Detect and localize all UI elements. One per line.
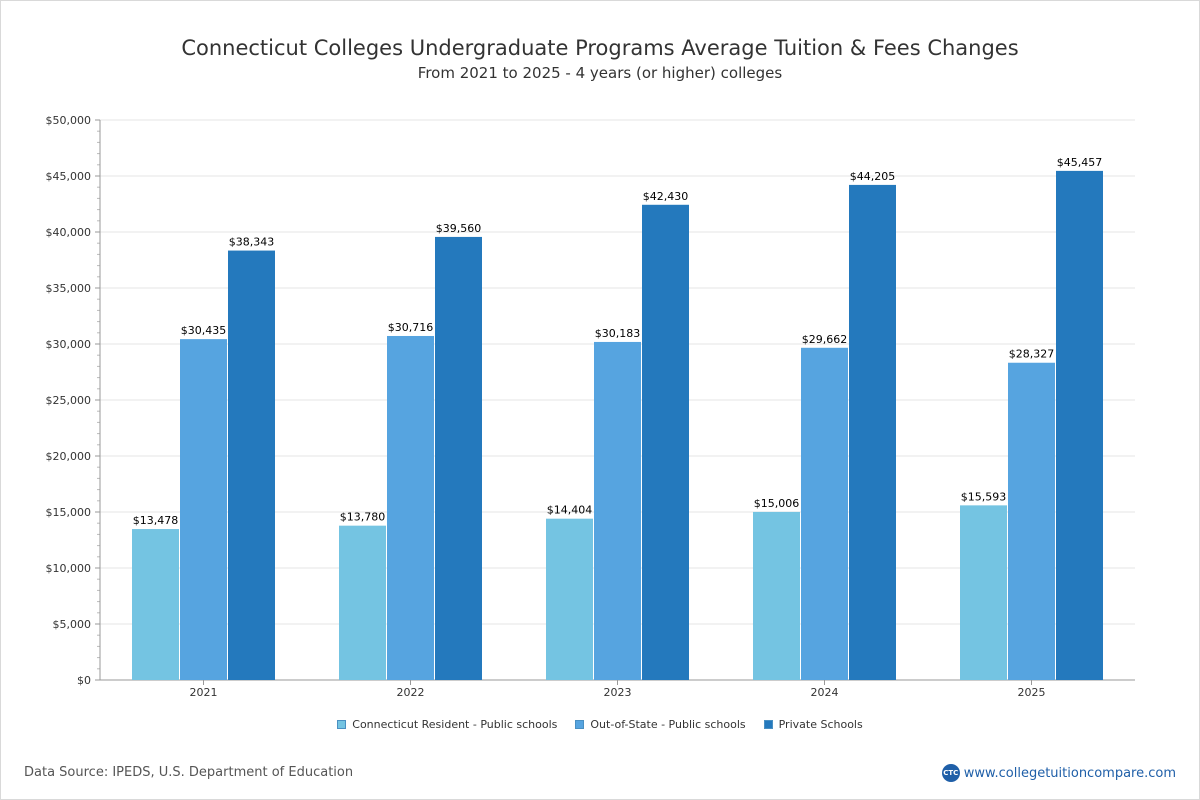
data-label: $45,457	[1057, 156, 1103, 169]
bar	[801, 347, 848, 680]
brand-link[interactable]: CTC www.collegetuitioncompare.com	[941, 764, 1176, 782]
brand-url: www.collegetuitioncompare.com	[963, 765, 1176, 781]
data-label: $13,478	[133, 514, 179, 527]
bar	[132, 529, 179, 680]
legend-swatch-resident	[337, 720, 347, 729]
data-label: $39,560	[436, 222, 482, 235]
data-label: $44,205	[850, 170, 896, 183]
chart-subtitle: From 2021 to 2025 - 4 years (or higher) …	[417, 64, 783, 82]
legend-label-out-of-state: Out-of-State - Public schools	[590, 718, 746, 731]
bar	[180, 339, 227, 680]
legend-item-private[interactable]: Private Schools	[763, 718, 863, 731]
data-label: $14,404	[547, 504, 593, 517]
bar	[228, 250, 275, 680]
data-label: $15,593	[961, 490, 1007, 503]
data-label: $42,430	[643, 190, 689, 203]
data-label: $30,183	[595, 327, 641, 340]
bar	[1056, 170, 1103, 681]
bar	[435, 236, 482, 681]
y-tick-label: $45,000	[46, 170, 92, 183]
bar	[594, 341, 641, 680]
chart-title: Connecticut Colleges Undergraduate Progr…	[181, 36, 1019, 60]
bar	[1008, 362, 1055, 680]
data-label: $13,780	[340, 511, 386, 524]
data-source-note: Data Source: IPEDS, U.S. Department of E…	[24, 765, 354, 780]
y-tick-label: $40,000	[46, 226, 92, 239]
data-label: $15,006	[754, 497, 800, 510]
x-tick-label: 2021	[190, 686, 218, 699]
y-tick-label: $25,000	[46, 394, 92, 407]
data-label: $38,343	[229, 236, 275, 249]
legend-item-out-of-state[interactable]: Out-of-State - Public schools	[575, 718, 746, 731]
data-label: $30,435	[181, 324, 227, 337]
y-tick-label: $15,000	[46, 506, 92, 519]
bar	[387, 335, 434, 680]
bar	[849, 184, 896, 681]
chart-legend: Connecticut Resident - Public schools Ou…	[0, 718, 1200, 731]
y-tick-label: $35,000	[46, 282, 92, 295]
legend-swatch-out-of-state	[575, 720, 585, 729]
x-tick-label: 2022	[397, 686, 425, 699]
y-tick-label: $50,000	[46, 114, 92, 127]
bar	[960, 505, 1007, 680]
x-tick-label: 2025	[1018, 686, 1046, 699]
bar	[753, 511, 800, 680]
bar	[339, 525, 386, 680]
y-tick-label: $30,000	[46, 338, 92, 351]
y-tick-label: $10,000	[46, 562, 92, 575]
x-tick-label: 2024	[811, 686, 839, 699]
data-label: $29,662	[802, 333, 848, 346]
bar	[642, 204, 689, 680]
data-label: $28,327	[1009, 348, 1055, 361]
data-label: $30,716	[388, 321, 434, 334]
legend-swatch-private	[763, 720, 773, 729]
legend-label-private: Private Schools	[778, 718, 863, 731]
y-tick-label: $0	[77, 674, 91, 687]
legend-label-resident: Connecticut Resident - Public schools	[352, 718, 558, 731]
bar	[546, 518, 593, 680]
brand-logo-icon: CTC	[941, 764, 960, 782]
y-tick-label: $5,000	[53, 618, 92, 631]
x-tick-label: 2023	[604, 686, 632, 699]
legend-item-resident[interactable]: Connecticut Resident - Public schools	[337, 718, 557, 731]
y-tick-label: $20,000	[46, 450, 92, 463]
